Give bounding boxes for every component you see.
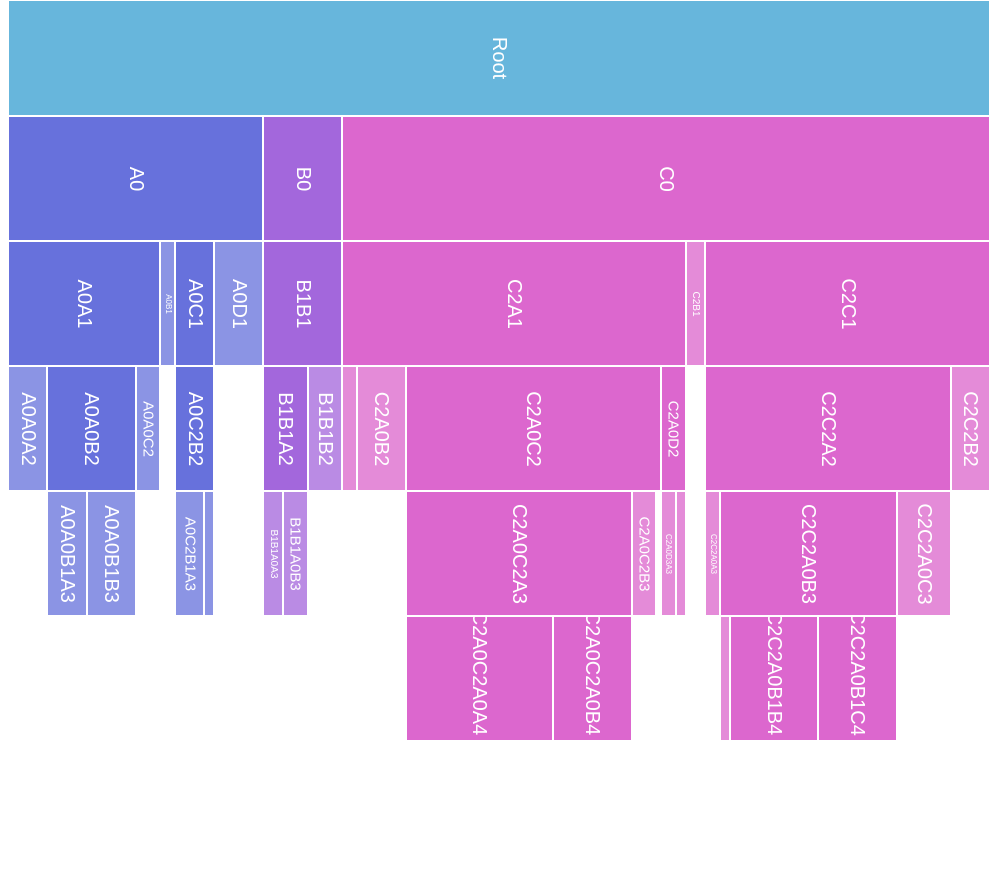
- icicle-label-c2a0c2: C2A0C2: [522, 390, 545, 467]
- icicle-node-a0a0b1a3[interactable]: A0A0B1A3: [47, 491, 87, 616]
- icicle-label-a0a0b2: A0A0B2: [80, 391, 103, 466]
- icicle-node-c2c1[interactable]: C2C1: [705, 241, 990, 366]
- icicle-node-a0c2b2[interactable]: A0C2B2: [174, 366, 215, 491]
- icicle-label-c2c2a0c3: C2C2A0C3: [912, 502, 935, 605]
- icicle-label-b1b1a0b3: B1B1A0B3: [286, 516, 304, 591]
- icicle-node-a0c2b1a3[interactable]: A0C2B1A3: [174, 491, 205, 616]
- icicle-label-b1b1b2: B1B1B2: [313, 391, 336, 466]
- icicle-label-c2c2b2: C2C2B2: [959, 390, 982, 467]
- icicle-node-root[interactable]: Root: [8, 0, 990, 116]
- icicle-label-c2c2a0b1b4: C2C2A0B1B4: [762, 616, 785, 736]
- icicle-label-c2a1: C2A1: [502, 278, 525, 329]
- icicle-label-b0: B0: [291, 166, 314, 191]
- icicle-label-c0: C0: [654, 165, 677, 192]
- icicle-label-a0: A0: [124, 166, 147, 191]
- icicle-label-c2b1: C2B1: [690, 290, 702, 317]
- icicle-label-a0c1: A0C1: [183, 278, 206, 329]
- icicle-label-a0c2b1a3: A0C2B1A3: [181, 516, 199, 591]
- icicle-node-a0d1[interactable]: A0D1: [214, 241, 264, 366]
- icicle-label-a0a0b1b3: A0A0B1B3: [100, 504, 123, 603]
- icicle-node-c2a0b2[interactable]: C2A0B2: [356, 366, 406, 491]
- icicle-node-c2a0d3b3[interactable]: [675, 491, 686, 616]
- icicle-label-a0c2b2: A0C2B2: [183, 391, 206, 466]
- icicle-node-a0c1[interactable]: A0C1: [174, 241, 215, 366]
- icicle-node-c2a0a2[interactable]: [341, 366, 357, 491]
- icicle-node-c2a0d2[interactable]: C2A0D2: [661, 366, 686, 491]
- icicle-node-a0a0b2[interactable]: A0A0B2: [47, 366, 136, 491]
- icicle-label-root: Root: [488, 36, 510, 80]
- icicle-node-a0a1[interactable]: A0A1: [8, 241, 161, 366]
- icicle-label-c2a0c2a0a4: C2A0C2A0A4: [468, 616, 491, 736]
- icicle-node-c2c2a0b1c4[interactable]: C2C2A0B1C4: [818, 616, 897, 741]
- icicle-label-c2c2a0b1c4: C2C2A0B1C4: [846, 616, 869, 736]
- icicle-node-c2c2a2[interactable]: C2C2A2: [705, 366, 951, 491]
- icicle-node-c2a0c2a0a4[interactable]: C2A0C2A0A4: [405, 616, 553, 741]
- icicle-node-c2c2a0b1a4[interactable]: [719, 616, 730, 741]
- icicle-node-a0a0c2[interactable]: A0A0C2: [135, 366, 161, 491]
- icicle-label-c2a0c2a0b4: C2A0C2A0B4: [581, 616, 604, 736]
- icicle-node-a0[interactable]: A0: [8, 116, 264, 241]
- icicle-node-c2a0d3a3[interactable]: C2A0D3A3: [661, 491, 676, 616]
- icicle-node-c2a1[interactable]: C2A1: [341, 241, 686, 366]
- icicle-node-b1b1b2[interactable]: B1B1B2: [307, 366, 342, 491]
- icicle-label-a0a0c2: A0A0C2: [139, 400, 157, 457]
- icicle-node-b1b1[interactable]: B1B1: [263, 241, 342, 366]
- icicle-label-c2a0c2a3: C2A0C2A3: [507, 503, 530, 604]
- icicle-label-c2a0d3a3: C2A0D3A3: [664, 533, 674, 574]
- icicle-node-b1b1a2[interactable]: B1B1A2: [263, 366, 308, 491]
- icicle-label-c2c2a2: C2C2A2: [816, 390, 839, 467]
- icicle-node-a0a0b1b3[interactable]: A0A0B1B3: [86, 491, 136, 616]
- icicle-node-c2a0c2a0b4[interactable]: C2A0C2A0B4: [553, 616, 632, 741]
- icicle-node-c2a0c2b3[interactable]: C2A0C2B3: [631, 491, 657, 616]
- icicle-label-a0d1: A0D1: [227, 278, 250, 329]
- icicle-label-a0b1: A0B1: [163, 293, 173, 314]
- icicle-label-b1b1a0a3: B1B1A0A3: [268, 529, 280, 578]
- icicle-label-b1b1a2: B1B1A2: [274, 391, 297, 466]
- icicle-label-a0a1: A0A1: [73, 279, 96, 328]
- icicle-node-b1b1a0b3[interactable]: B1B1A0B3: [282, 491, 308, 616]
- icicle-label-c2c2a0a3: C2C2A0A3: [708, 533, 718, 574]
- icicle-label-c2c2a0b3: C2C2A0B3: [797, 503, 820, 604]
- icicle-label-a0a0b1a3: A0A0B1A3: [55, 504, 78, 603]
- icicle-node-c2b1[interactable]: C2B1: [685, 241, 706, 366]
- icicle-label-a0a0a2: A0A0A2: [16, 391, 39, 466]
- icicle-node-a0b1[interactable]: A0B1: [160, 241, 175, 366]
- icicle-node-c2c2a0b1b4[interactable]: C2C2A0B1B4: [729, 616, 819, 741]
- icicle-node-c2c2a0c3[interactable]: C2C2A0C3: [896, 491, 951, 616]
- icicle-node-c2c2b2[interactable]: C2C2B2: [950, 366, 990, 491]
- icicle-node-b1b1a0a3[interactable]: B1B1A0A3: [263, 491, 283, 616]
- icicle-node-c0[interactable]: C0: [341, 116, 990, 241]
- icicle-node-c2a0c2[interactable]: C2A0C2: [405, 366, 662, 491]
- icicle-label-c2a0c2b3: C2A0C2B3: [635, 515, 653, 592]
- icicle-label-c2a0b2: C2A0B2: [370, 391, 393, 466]
- icicle-node-c2a0c2a3[interactable]: C2A0C2A3: [405, 491, 632, 616]
- icicle-label-b1b1: B1B1: [291, 279, 314, 328]
- icicle-label-c2a0d2: C2A0D2: [664, 400, 682, 457]
- icicle-node-a0c2b1b3[interactable]: [204, 491, 215, 616]
- icicle-node-a0a0a2[interactable]: A0A0A2: [8, 366, 48, 491]
- icicle-node-c2c2a0b3[interactable]: C2C2A0B3: [719, 491, 897, 616]
- icicle-node-c2c2a0a3[interactable]: C2C2A0A3: [705, 491, 720, 616]
- icicle-node-b0[interactable]: B0: [263, 116, 342, 241]
- icicle-label-c2c1: C2C1: [836, 277, 859, 330]
